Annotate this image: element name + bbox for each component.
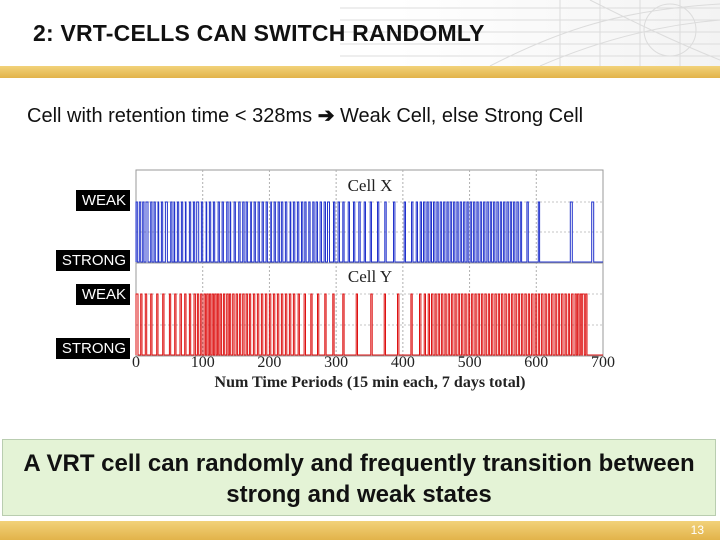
slide-header: 2: VRT-CELLS CAN SWITCH RANDOMLY xyxy=(0,0,720,66)
header-accent-bar xyxy=(0,66,720,78)
slide-subtitle: Cell with retention time < 328ms ➔ Weak … xyxy=(27,103,583,128)
x-tick-label: 0 xyxy=(132,354,140,371)
header-grid-decoration xyxy=(340,0,720,66)
x-tick-label: 100 xyxy=(191,354,215,371)
vrt-chart: Cell X Cell Y 0 100 200 300 400 500 600 700 Num Ti… xyxy=(132,169,615,391)
x-tick-label: 700 xyxy=(591,354,615,371)
conclusion-callout: A VRT cell can randomly and frequently t… xyxy=(2,439,716,516)
subtitle-condition: Cell with retention time < 328ms xyxy=(27,105,313,127)
series-label-cell-x: Cell X xyxy=(348,176,393,195)
subtitle-result: Weak Cell, else Strong Cell xyxy=(340,105,584,127)
cell-y-weak-label: WEAK xyxy=(75,284,130,305)
slide-title: 2: VRT-CELLS CAN SWITCH RANDOMLY xyxy=(33,20,485,46)
series-label-cell-y: Cell Y xyxy=(348,267,392,286)
x-tick-label: 500 xyxy=(458,354,482,371)
series-line-cell-x xyxy=(135,201,603,263)
arrow-right-icon: ➔ xyxy=(317,105,335,127)
cell-x-strong-label: STRONG xyxy=(55,250,130,271)
cell-y-strong-label: STRONG xyxy=(55,338,130,359)
x-tick-label: 600 xyxy=(524,354,548,371)
page-number: 13 xyxy=(690,523,704,537)
x-axis-label: Num Time Periods (15 min each, 7 days to… xyxy=(215,374,526,391)
slide-footer: 13 xyxy=(0,521,720,540)
x-tick-label: 200 xyxy=(257,354,281,371)
x-tick-label: 300 xyxy=(324,354,348,371)
series-line-cell-y xyxy=(135,293,603,356)
x-tick-label: 400 xyxy=(391,354,415,371)
cell-x-weak-label: WEAK xyxy=(75,190,130,211)
